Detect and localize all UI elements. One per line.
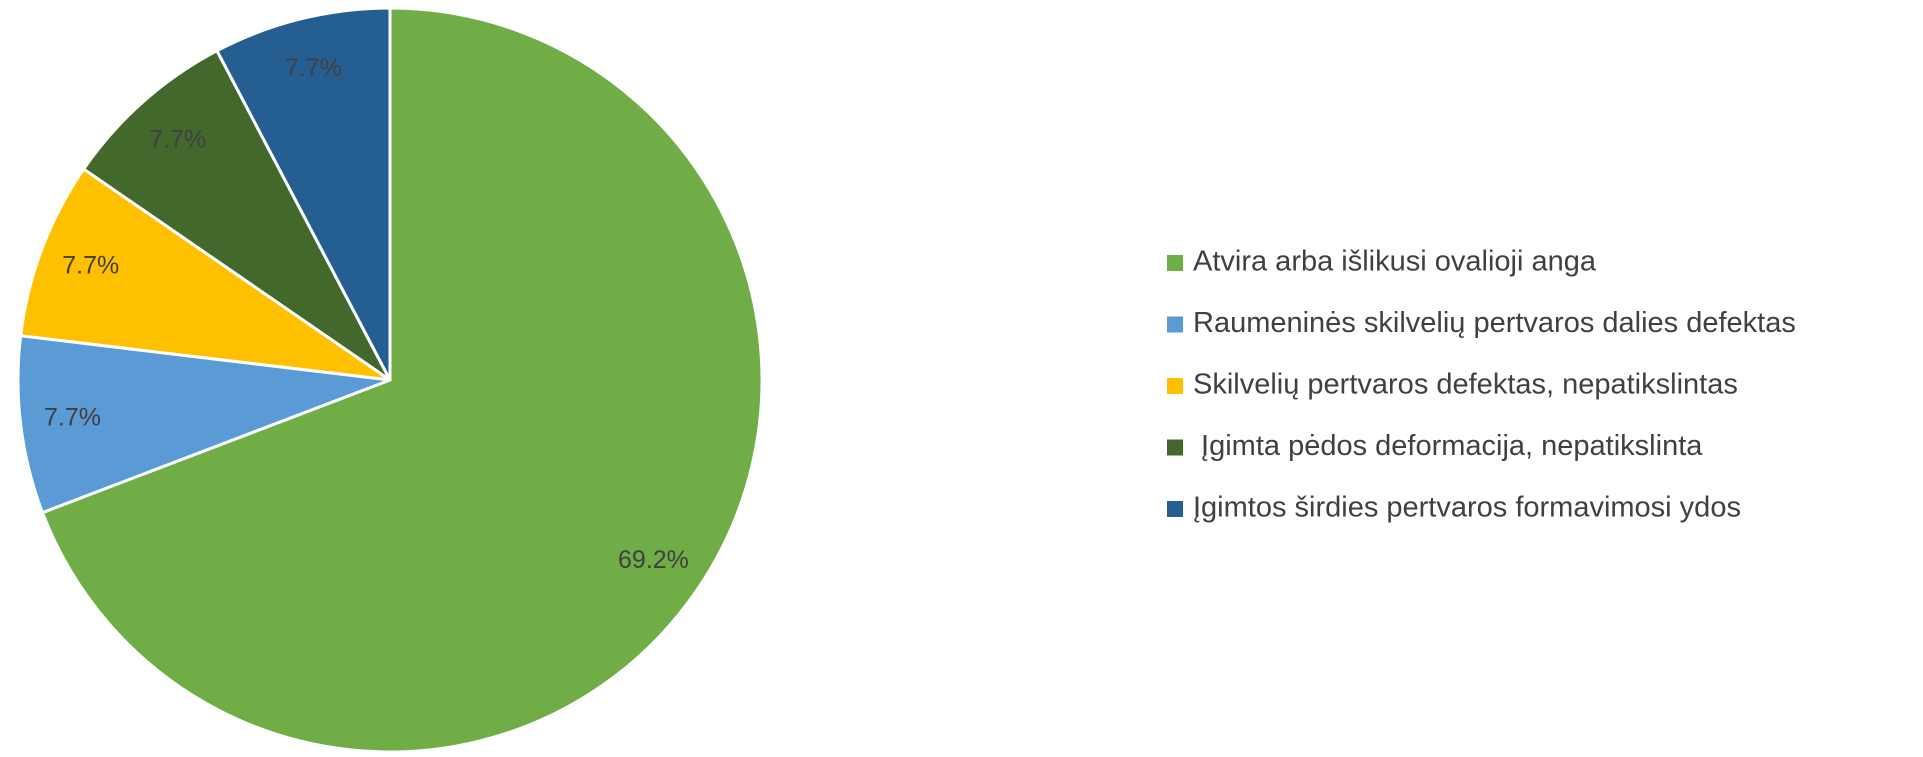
legend-swatch (1167, 501, 1183, 517)
legend-swatch (1167, 378, 1183, 394)
legend-swatch (1167, 439, 1183, 456)
pie-slice (81, 48, 392, 382)
pie-slice (40, 6, 764, 754)
data-label: 7.7% (44, 404, 101, 432)
legend-label: Raumeninės skilvelių pertvaros dalies de… (1193, 307, 1796, 339)
data-label: 7.7% (62, 252, 119, 280)
pie-slice (214, 6, 392, 381)
legend-label: Įgimta pėdos deformacija, nepatikslinta (1193, 430, 1703, 462)
legend-swatch (1167, 255, 1183, 271)
data-label: 7.7% (285, 54, 342, 82)
legend-label: Skilvelių pertvaros defektas, nepatiksli… (1193, 369, 1738, 401)
pie-slice (18, 166, 391, 382)
legend-label: Atvira arba išlikusi ovalioji anga (1193, 246, 1597, 278)
legend-label: Įgimtos širdies pertvaros formavimosi yd… (1193, 492, 1741, 524)
data-label: 7.7% (149, 125, 206, 153)
data-label: 69.2% (618, 546, 689, 574)
legend-swatch (1167, 316, 1183, 333)
pie-slice (16, 334, 391, 515)
